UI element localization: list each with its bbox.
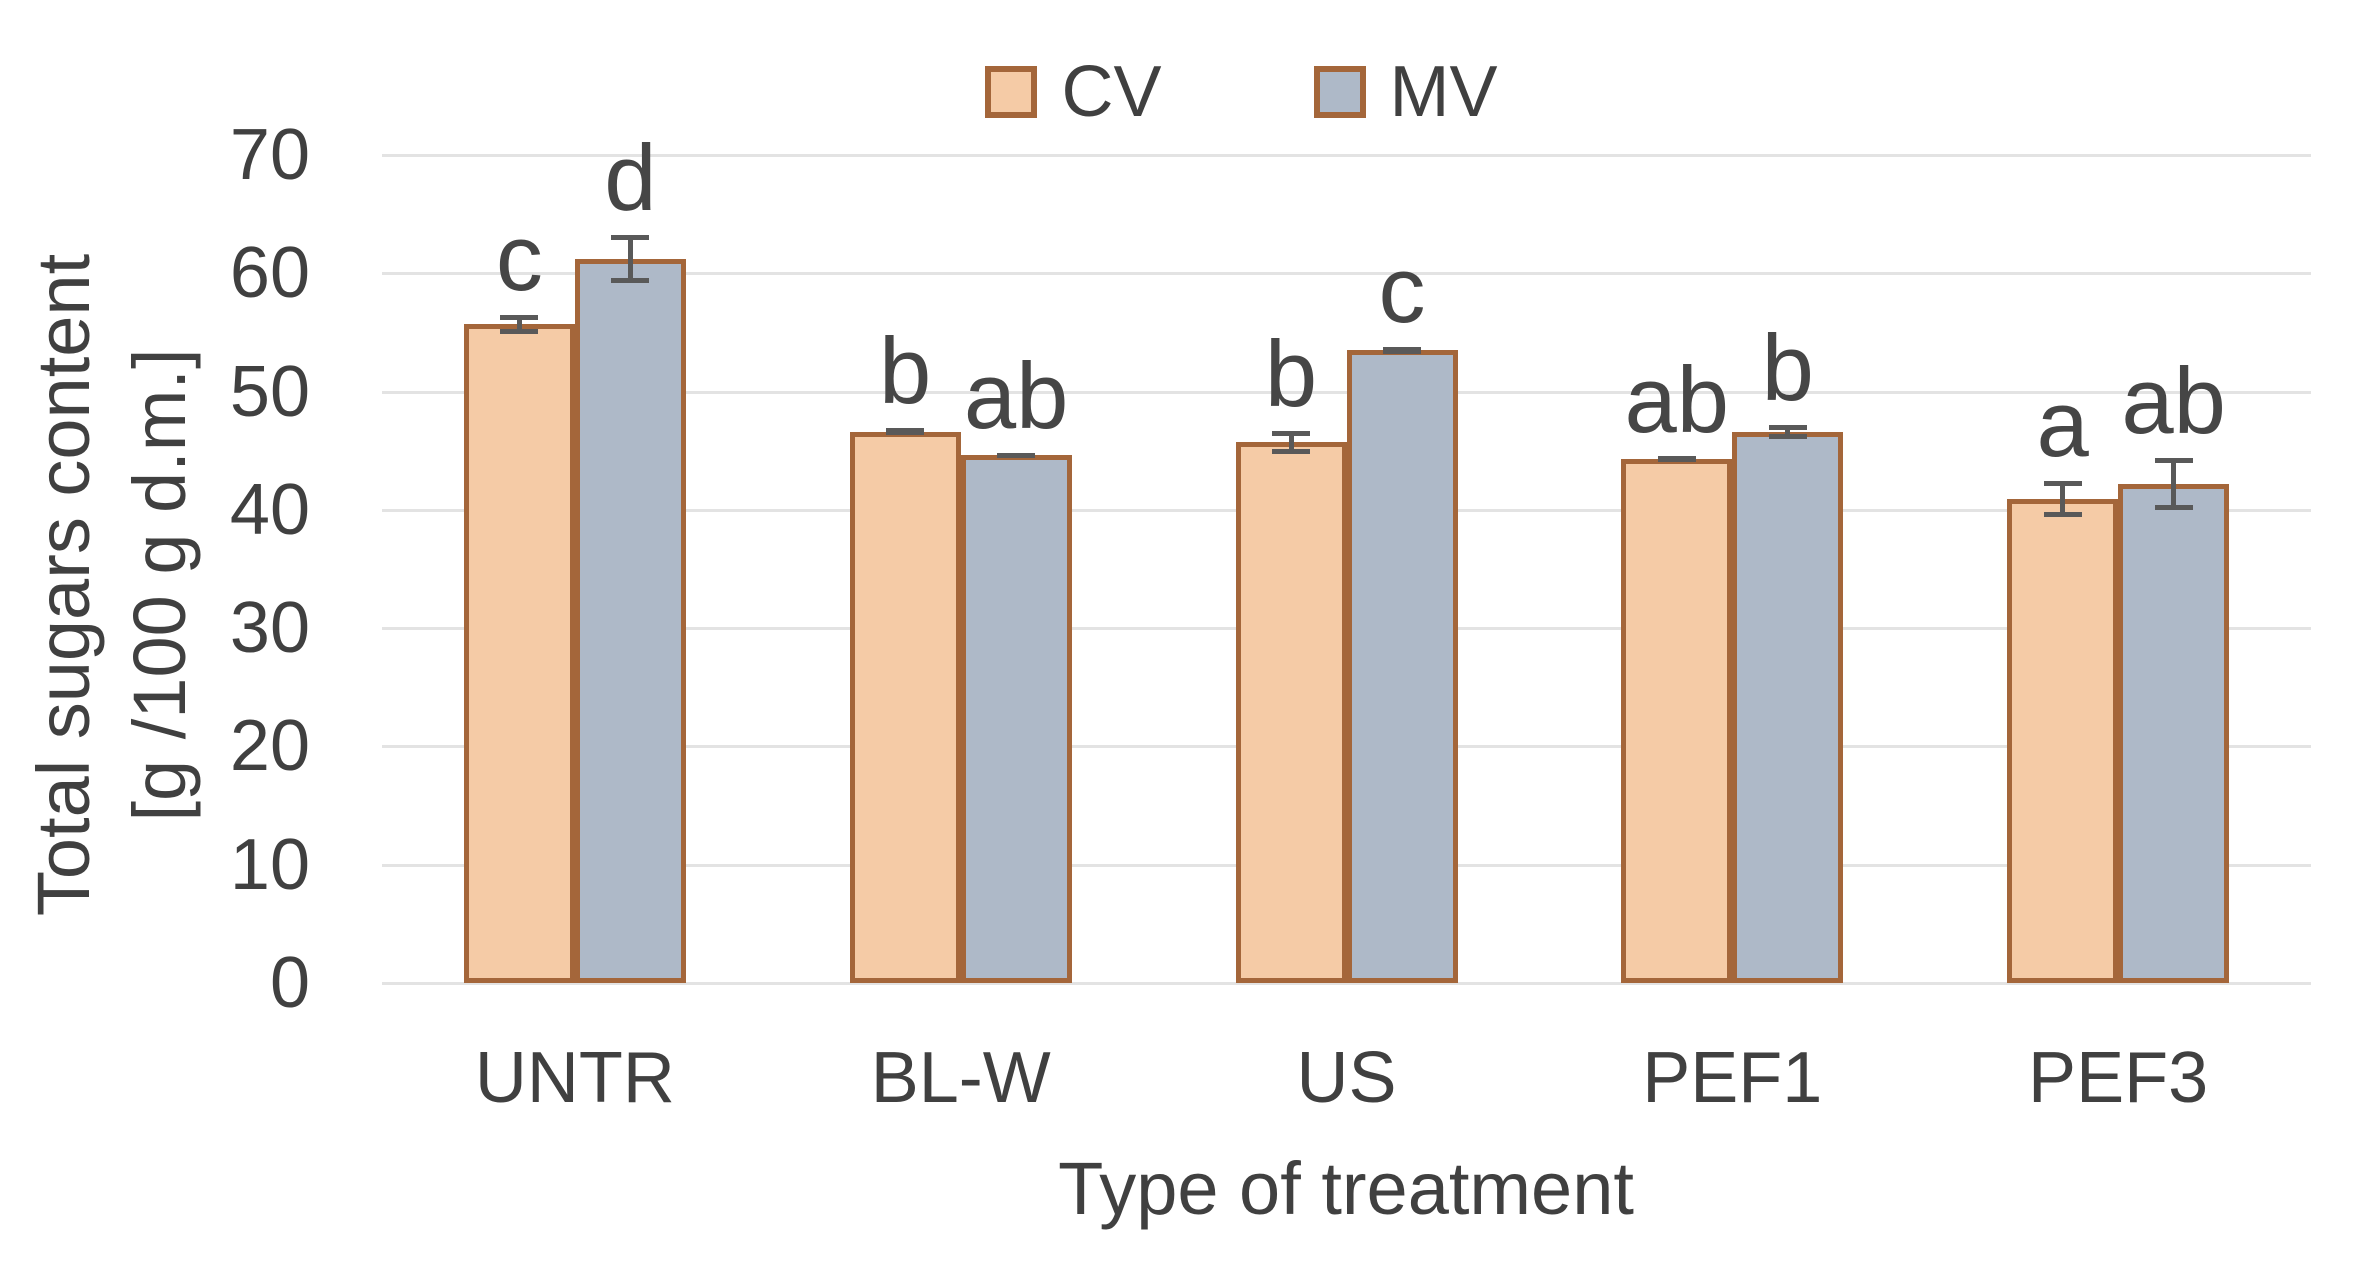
legend: CV MV <box>0 56 2367 128</box>
error-bar-cap-bottom-mv-pef3 <box>2154 504 2193 510</box>
bar-mv-bl-w <box>960 455 1072 983</box>
y-tick-20: 20 <box>229 706 310 787</box>
x-axis-title: Type of treatment <box>1058 1147 1634 1230</box>
significance-letter-cv-pef1: ab <box>1624 346 1730 452</box>
error-bar-cap-top-mv-pef3 <box>2154 457 2193 463</box>
legend-item-mv: MV <box>1313 52 1498 132</box>
error-bar-stem-mv-pef3 <box>2171 457 2177 510</box>
bar-cv-pef1 <box>1621 459 1733 983</box>
significance-letter-mv-pef1: b <box>1761 314 1814 420</box>
error-bar-cap-bottom-mv-pef1 <box>1768 433 1807 439</box>
x-category-UNTR: UNTR <box>474 1038 675 1118</box>
error-bar-cap-top-mv-untr <box>611 235 650 241</box>
significance-letter-cv-pef3: a <box>2036 371 2089 477</box>
bar-mv-pef3 <box>2118 483 2230 983</box>
significance-letter-cv-untr: c <box>495 204 543 310</box>
significance-letter-cv-us: b <box>1264 320 1318 426</box>
bar-cv-bl-w <box>849 431 961 983</box>
significance-letter-mv-pef3: ab <box>2121 347 2226 453</box>
error-bar-cap-bottom-cv-untr <box>500 328 539 334</box>
y-tick-40: 40 <box>229 469 310 550</box>
error-bar-cap-bottom-mv-untr <box>611 277 650 283</box>
x-category-US: US <box>1296 1038 1397 1118</box>
error-bar-cap-top-mv-pef1 <box>1768 424 1807 430</box>
error-bar-cap-bottom-mv-us <box>1383 348 1421 354</box>
error-bar-stem-cv-pef3 <box>2060 481 2066 517</box>
legend-item-cv: CV <box>985 52 1162 132</box>
error-bar-stem-mv-pef1 <box>1785 424 1791 439</box>
error-bar-cap-bottom-cv-pef1 <box>1657 456 1696 462</box>
significance-letter-mv-bl-w: ab <box>963 343 1069 449</box>
y-tick-70: 70 <box>229 115 310 195</box>
error-bar-cap-bottom-mv-bl-w <box>997 452 1036 458</box>
bar-mv-untr <box>574 259 686 983</box>
gridline-y70 <box>382 154 2311 157</box>
gridline-y60 <box>382 272 2311 276</box>
x-category-PEF1: PEF1 <box>1642 1038 1823 1118</box>
gridline-y0 <box>382 982 2311 985</box>
bar-cv-pef3 <box>2007 499 2119 983</box>
bar-cv-us <box>1235 442 1347 983</box>
error-bar-cap-top-cv-untr <box>500 314 539 320</box>
legend-label-mv: MV <box>1389 52 1498 132</box>
bar-cv-untr <box>463 324 575 983</box>
error-bar-cap-bottom-cv-pef3 <box>2043 511 2082 517</box>
x-category-BL-W: BL-W <box>870 1038 1051 1118</box>
error-bar-cap-top-cv-pef3 <box>2043 481 2082 487</box>
legend-label-cv: CV <box>1061 52 1162 132</box>
error-bar-cap-top-cv-us <box>1272 430 1310 436</box>
error-bar-cap-bottom-cv-bl-w <box>886 430 925 436</box>
y-tick-0: 0 <box>269 943 310 1023</box>
error-bar-stem-mv-untr <box>627 235 633 283</box>
bar-mv-us <box>1346 350 1458 983</box>
error-bar-cap-bottom-cv-us <box>1272 449 1310 455</box>
y-tick-30: 30 <box>229 588 310 669</box>
legend-swatch-cv <box>985 66 1038 118</box>
error-bar-stem-cv-untr <box>516 314 522 334</box>
y-tick-60: 60 <box>229 233 310 314</box>
significance-letter-cv-bl-w: b <box>879 318 932 424</box>
legend-swatch-mv <box>1313 66 1366 118</box>
y-tick-10: 10 <box>229 824 310 905</box>
y-tick-50: 50 <box>229 351 310 432</box>
significance-letter-mv-untr: d <box>604 125 657 231</box>
bar-mv-pef1 <box>1732 431 1844 983</box>
x-category-PEF3: PEF3 <box>2028 1038 2209 1118</box>
significance-letter-mv-us: c <box>1378 236 1426 342</box>
error-bar-stem-cv-us <box>1288 430 1294 455</box>
